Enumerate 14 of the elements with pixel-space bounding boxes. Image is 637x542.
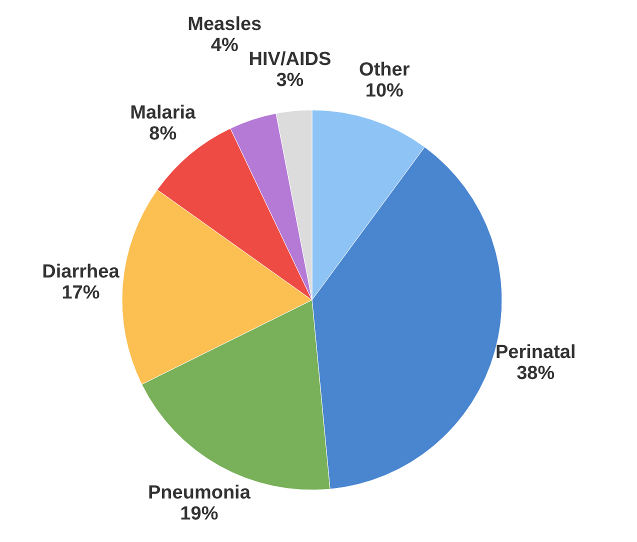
slice-label: Perinatal [495, 342, 576, 363]
slice-label: Pneumonia [148, 482, 251, 504]
slice-label: Other [359, 60, 410, 81]
data-label: 10% [365, 80, 404, 102]
data-label: 38% [516, 362, 555, 384]
data-label: 4% [210, 34, 238, 56]
slice-label: Malaria [130, 102, 196, 124]
data-label: 8% [149, 123, 177, 144]
data-label: 19% [180, 504, 218, 525]
data-label: 3% [276, 70, 304, 92]
slice-label: Diarrhea [42, 262, 120, 283]
data-label: 17% [62, 282, 100, 304]
slice-label: Measles [188, 14, 262, 35]
slice-label: HIV/AIDS [248, 49, 332, 70]
